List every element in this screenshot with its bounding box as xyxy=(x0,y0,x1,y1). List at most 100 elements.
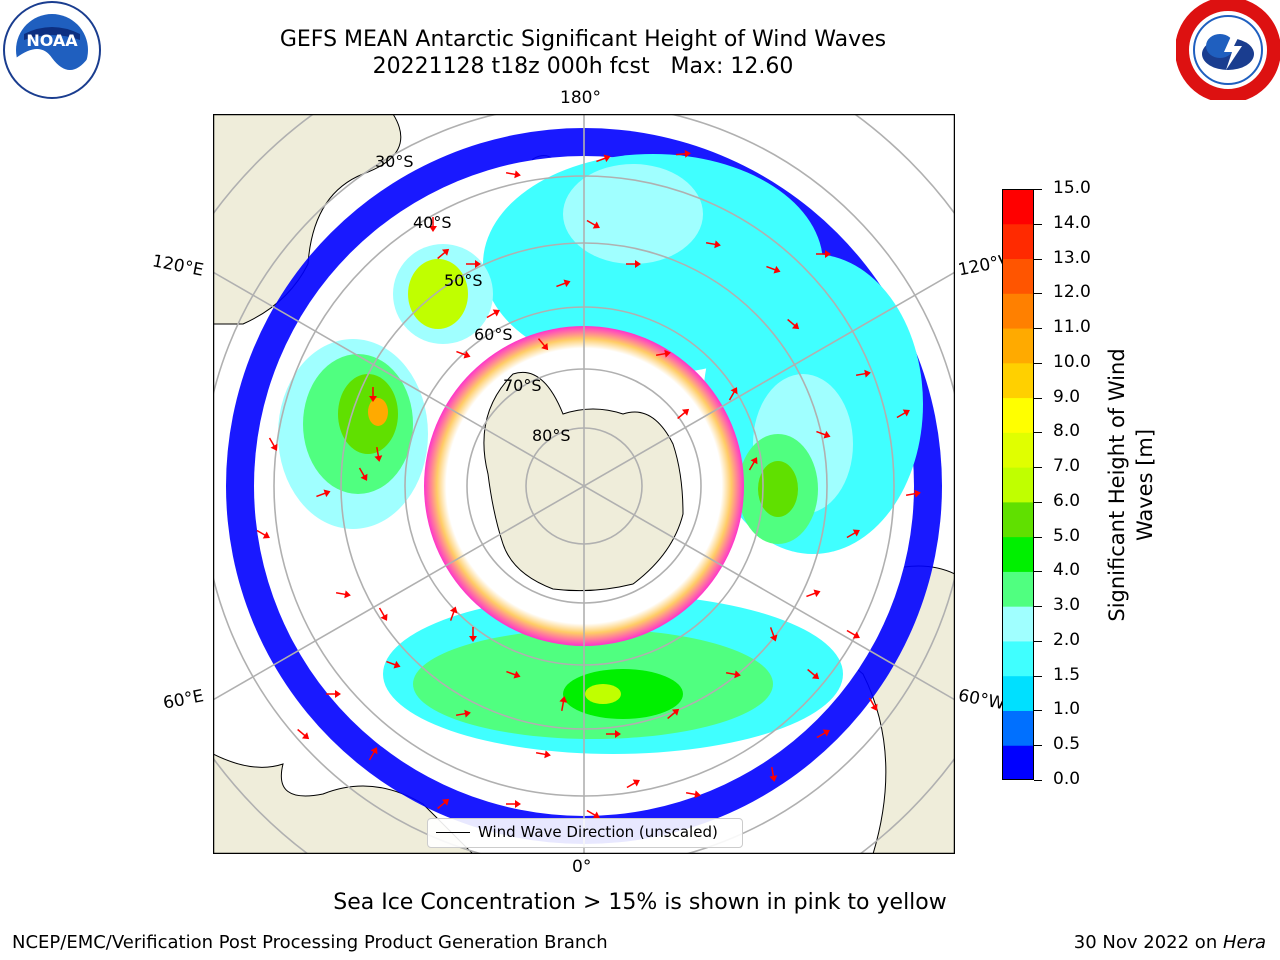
chart-title: GEFS MEAN Antarctic Significant Height o… xyxy=(279,27,887,52)
wave-direction-arrow xyxy=(326,690,341,698)
wave-direction-arrow xyxy=(374,446,383,462)
wave-direction-arrow xyxy=(816,430,831,439)
colorbar-band xyxy=(1002,328,1034,364)
wave-direction-arrow xyxy=(437,248,450,260)
wind-wave-arrows xyxy=(256,149,921,819)
colorbar-tick-label: 13.0 xyxy=(1053,247,1091,268)
footer-machine-name: Hera xyxy=(1222,932,1266,953)
lat-label-70s: 70°S xyxy=(503,376,542,395)
lon-label-180: 180° xyxy=(560,88,601,108)
wave-direction-arrow xyxy=(675,149,691,158)
wave-direction-arrow xyxy=(486,309,500,319)
colorbar-band xyxy=(1002,745,1034,781)
map-canvas xyxy=(213,114,955,854)
wave-direction-arrow xyxy=(677,408,690,420)
wave-direction-arrow xyxy=(626,260,641,268)
lat-label-60s: 60°S xyxy=(474,325,513,344)
colorbar-tick-mark xyxy=(1034,293,1042,295)
colorbar-band xyxy=(1002,223,1034,260)
wave-direction-arrow xyxy=(728,387,738,401)
lat-label-40s: 40°S xyxy=(413,213,452,232)
colorbar-label-line1: Significant Height of Wind xyxy=(1105,348,1129,621)
wave-direction-arrow xyxy=(685,790,701,799)
lat-label-80s: 80°S xyxy=(532,426,571,445)
colorbar-bands xyxy=(1002,189,1034,781)
footer-credit: NCEP/EMC/Verification Post Processing Pr… xyxy=(12,932,608,953)
wave-direction-arrow xyxy=(386,660,401,669)
colorbar xyxy=(1002,189,1034,781)
colorbar-tick-mark xyxy=(1034,745,1042,747)
wave-direction-arrow xyxy=(506,670,521,679)
wave-direction-arrow xyxy=(469,627,477,642)
polar-map: 30°S 40°S 50°S 60°S 70°S 80°S Wind Wave … xyxy=(213,114,955,854)
colorbar-label-line2: Waves [m] xyxy=(1133,429,1157,541)
wave-direction-arrow xyxy=(855,369,871,378)
colorbar-label: Significant Height of Wind Waves [m] xyxy=(1100,335,1160,635)
colorbar-band xyxy=(1002,293,1034,329)
map-border xyxy=(213,114,955,854)
wave-direction-arrow xyxy=(586,809,600,819)
wave-direction-arrow xyxy=(429,217,437,232)
colorbar-tick-mark xyxy=(1034,640,1042,642)
wave-direction-arrow xyxy=(455,709,471,718)
colorbar-band xyxy=(1002,362,1034,399)
colorbar-tick-label: 9.0 xyxy=(1053,386,1081,407)
footer-date-text: 30 Nov 2022 on xyxy=(1073,932,1223,953)
colorbar-band xyxy=(1002,467,1034,503)
colorbar-tick-mark xyxy=(1034,189,1042,190)
colorbar-tick-label: 1.0 xyxy=(1053,699,1081,720)
colorbar-tick-label: 1.5 xyxy=(1053,664,1081,685)
colorbar-tick-label: 11.0 xyxy=(1053,317,1091,338)
colorbar-band xyxy=(1002,432,1034,468)
colorbar-tick-mark xyxy=(1034,223,1042,225)
colorbar-tick-mark xyxy=(1034,467,1042,469)
wave-direction-arrow xyxy=(606,730,621,738)
wave-direction-arrow xyxy=(368,747,378,761)
colorbar-tick-mark xyxy=(1034,606,1042,608)
wave-direction-arrow xyxy=(559,696,568,712)
colorbar-tick-label: 3.0 xyxy=(1053,595,1081,616)
wave-direction-arrow xyxy=(256,529,270,539)
colorbar-tick-label: 12.0 xyxy=(1053,282,1091,303)
wave-direction-arrow xyxy=(596,154,611,163)
colorbar-tick-label: 7.0 xyxy=(1053,456,1081,477)
wave-direction-arrow xyxy=(905,489,921,498)
wave-direction-arrow xyxy=(846,529,860,539)
wave-direction-arrow xyxy=(297,728,310,740)
wave-direction-arrow xyxy=(787,318,800,330)
legend-line-sample xyxy=(436,832,470,833)
wave-direction-arrow xyxy=(766,265,781,274)
wave-direction-arrow xyxy=(535,750,551,759)
colorbar-band xyxy=(1002,606,1034,642)
colorbar-tick-mark xyxy=(1034,362,1042,364)
wave-direction-arrow xyxy=(268,437,278,451)
colorbar-tick-mark xyxy=(1034,328,1042,330)
wave-direction-arrow xyxy=(505,170,521,179)
lon-label-60w: 60°W xyxy=(956,685,1007,715)
colorbar-tick-label: 5.0 xyxy=(1053,525,1081,546)
wave-direction-arrow xyxy=(667,708,680,720)
lon-label-0: 0° xyxy=(572,857,592,877)
colorbar-band xyxy=(1002,258,1034,294)
wave-direction-arrow xyxy=(586,219,600,229)
colorbar-tick-label: 14.0 xyxy=(1053,212,1091,233)
legend-label: Wind Wave Direction (unscaled) xyxy=(478,823,718,841)
colorbar-tick-label: 10.0 xyxy=(1053,351,1091,372)
colorbar-tick-mark xyxy=(1034,710,1042,712)
colorbar-tick-label: 6.0 xyxy=(1053,490,1081,511)
wave-direction-arrow xyxy=(816,250,831,258)
colorbar-tick-mark xyxy=(1034,780,1042,781)
colorbar-tick-label: 0.5 xyxy=(1053,734,1081,755)
lat-label-30s: 30°S xyxy=(375,152,414,171)
noaa-logo: NOAA xyxy=(0,0,104,104)
colorbar-tick-label: 15.0 xyxy=(1053,178,1091,198)
wave-direction-arrow xyxy=(769,627,778,642)
colorbar-tick-label: 8.0 xyxy=(1053,421,1081,442)
wave-direction-arrow xyxy=(506,800,521,808)
wave-direction-arrow xyxy=(378,607,388,621)
graticule xyxy=(213,114,955,854)
colorbar-tick-mark xyxy=(1034,397,1042,399)
wave-direction-arrow xyxy=(369,387,377,402)
wave-direction-arrow xyxy=(725,670,741,679)
wave-direction-arrow xyxy=(806,589,821,598)
